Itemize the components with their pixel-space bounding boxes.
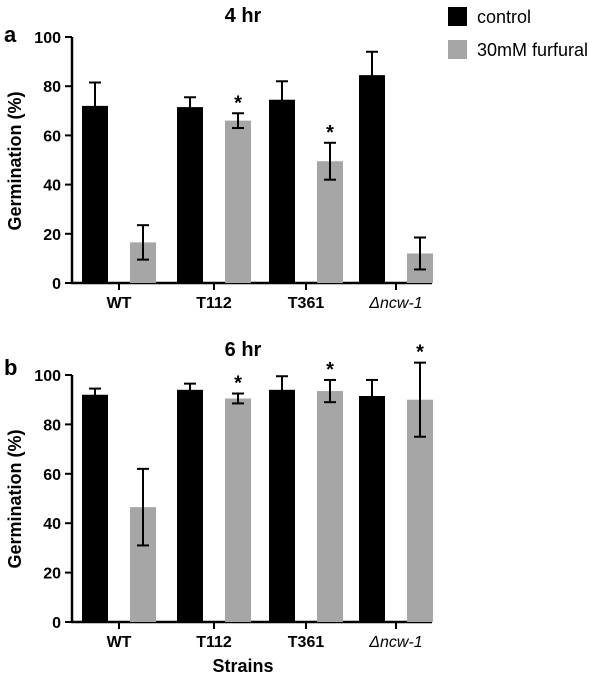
significance-star-b: * [234, 373, 242, 395]
significance-star-a: * [234, 92, 242, 114]
y-tick-label-b: 40 [43, 516, 61, 533]
plot-area-b: 0 20 40 60 80 100 WT T112 T361 Δncw-1 * * * [34, 342, 433, 651]
panel-title-b: 6 hr [225, 339, 262, 361]
x-tick-label-a: WT [107, 295, 132, 312]
panel-label-b: b [4, 355, 17, 380]
y-tick-label-b: 20 [43, 566, 61, 583]
bar-b-furfural [225, 398, 251, 622]
bar-a-control [359, 75, 385, 283]
legend: control 30mM furfural [448, 7, 588, 60]
y-tick-label-b: 80 [43, 417, 61, 434]
panel-a: a 4 hr Germination (%) 0 20 40 60 80 100 WT T11… [4, 5, 433, 312]
y-tick-label-b: 0 [52, 615, 61, 632]
y-axis-title-b: Germination (%) [5, 429, 25, 568]
bar-a-control [177, 107, 203, 283]
y-tick-label-a: 80 [43, 79, 61, 96]
bar-a-control [82, 105, 108, 283]
significance-star-b: * [326, 359, 334, 381]
y-tick-label-a: 100 [34, 30, 61, 47]
x-tick-label-a: T361 [288, 295, 325, 312]
significance-star-b: * [416, 342, 424, 364]
bar-a-control [269, 99, 295, 283]
y-tick-label-a: 60 [43, 128, 61, 145]
x-tick-label-a: T112 [196, 295, 232, 312]
significance-star-a: * [326, 122, 334, 144]
bar-a-furfural [225, 120, 251, 283]
x-axis-title: Strains [212, 656, 273, 676]
bar-b-control [269, 389, 295, 622]
panel-b: b 6 hr Germination (%) 0 20 40 60 80 100 WT T11… [4, 339, 433, 651]
panel-label-a: a [4, 22, 17, 47]
panel-title-a: 4 hr [225, 5, 262, 27]
legend-label-furfural: 30mM furfural [477, 40, 588, 60]
bar-b-furfural [317, 391, 343, 622]
bar-b-control [359, 395, 385, 622]
bar-b-control [82, 394, 108, 622]
plot-area-a: 0 20 40 60 80 100 WT T112 T361 Δncw-1 * * [34, 30, 433, 312]
y-tick-label-a: 40 [43, 178, 61, 195]
y-tick-label-a: 20 [43, 227, 61, 244]
x-tick-label-b: WT [107, 634, 132, 651]
x-tick-label-b: T361 [288, 634, 325, 651]
legend-swatch-furfural [448, 40, 467, 59]
x-tick-label-b: T112 [196, 634, 232, 651]
bar-b-control [177, 389, 203, 622]
bar-a-furfural [317, 161, 343, 283]
y-tick-label-b: 100 [34, 368, 61, 385]
y-tick-label-b: 60 [43, 467, 61, 484]
x-tick-label-a: Δncw-1 [368, 295, 422, 312]
x-tick-label-b: Δncw-1 [368, 634, 422, 651]
legend-label-control: control [477, 7, 531, 27]
y-axis-title-a: Germination (%) [5, 91, 25, 230]
legend-swatch-control [448, 7, 467, 26]
y-tick-label-a: 0 [52, 276, 61, 293]
